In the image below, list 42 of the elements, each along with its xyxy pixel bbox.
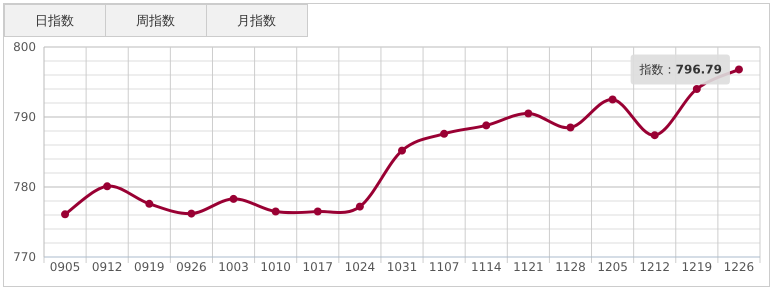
point (272, 208, 280, 216)
y-tick-label: 790 (13, 110, 36, 124)
x-tick-label: 0919 (134, 260, 165, 274)
x-tick-label: 1212 (639, 260, 670, 274)
point (314, 208, 322, 216)
y-tick-label: 770 (13, 250, 36, 264)
x-tick-label: 1219 (682, 260, 712, 274)
point (440, 130, 448, 138)
x-tick-label: 1010 (260, 260, 291, 274)
point (230, 194, 238, 203)
text: 日指数 (35, 14, 74, 29)
point (61, 210, 70, 218)
x-tick-label: 1107 (428, 260, 460, 274)
point (650, 131, 659, 140)
annotation: 指数：796.79 (638, 62, 722, 76)
x-tick-label: 1017 (302, 260, 334, 274)
point (482, 121, 490, 130)
x-tick-label: 1024 (344, 260, 376, 274)
y-tick-label: 780 (13, 180, 36, 194)
point (398, 146, 406, 155)
point (692, 85, 701, 93)
point (356, 202, 364, 211)
x-tick-label: 1031 (386, 260, 418, 274)
y-tick-label: 800 (13, 40, 36, 54)
x-tick-label: 1226 (724, 260, 754, 274)
x-tick-label: 1205 (597, 260, 628, 274)
x-tick-label: 1003 (218, 260, 249, 274)
point (103, 182, 112, 190)
point (566, 124, 574, 132)
x-tick-label: 1121 (513, 260, 544, 274)
x-tick-label: 0905 (50, 260, 80, 274)
point (145, 200, 154, 208)
text: 周指数 (136, 14, 175, 29)
point (187, 210, 196, 218)
point (524, 110, 532, 118)
x-tick-label: 1114 (470, 260, 502, 274)
x-tick-label: 0912 (92, 260, 122, 274)
text: 月指数 (237, 14, 276, 29)
x-tick-label: 0926 (176, 260, 207, 274)
point (608, 96, 617, 104)
point (734, 65, 743, 74)
x-tick-label: 1128 (555, 260, 586, 274)
